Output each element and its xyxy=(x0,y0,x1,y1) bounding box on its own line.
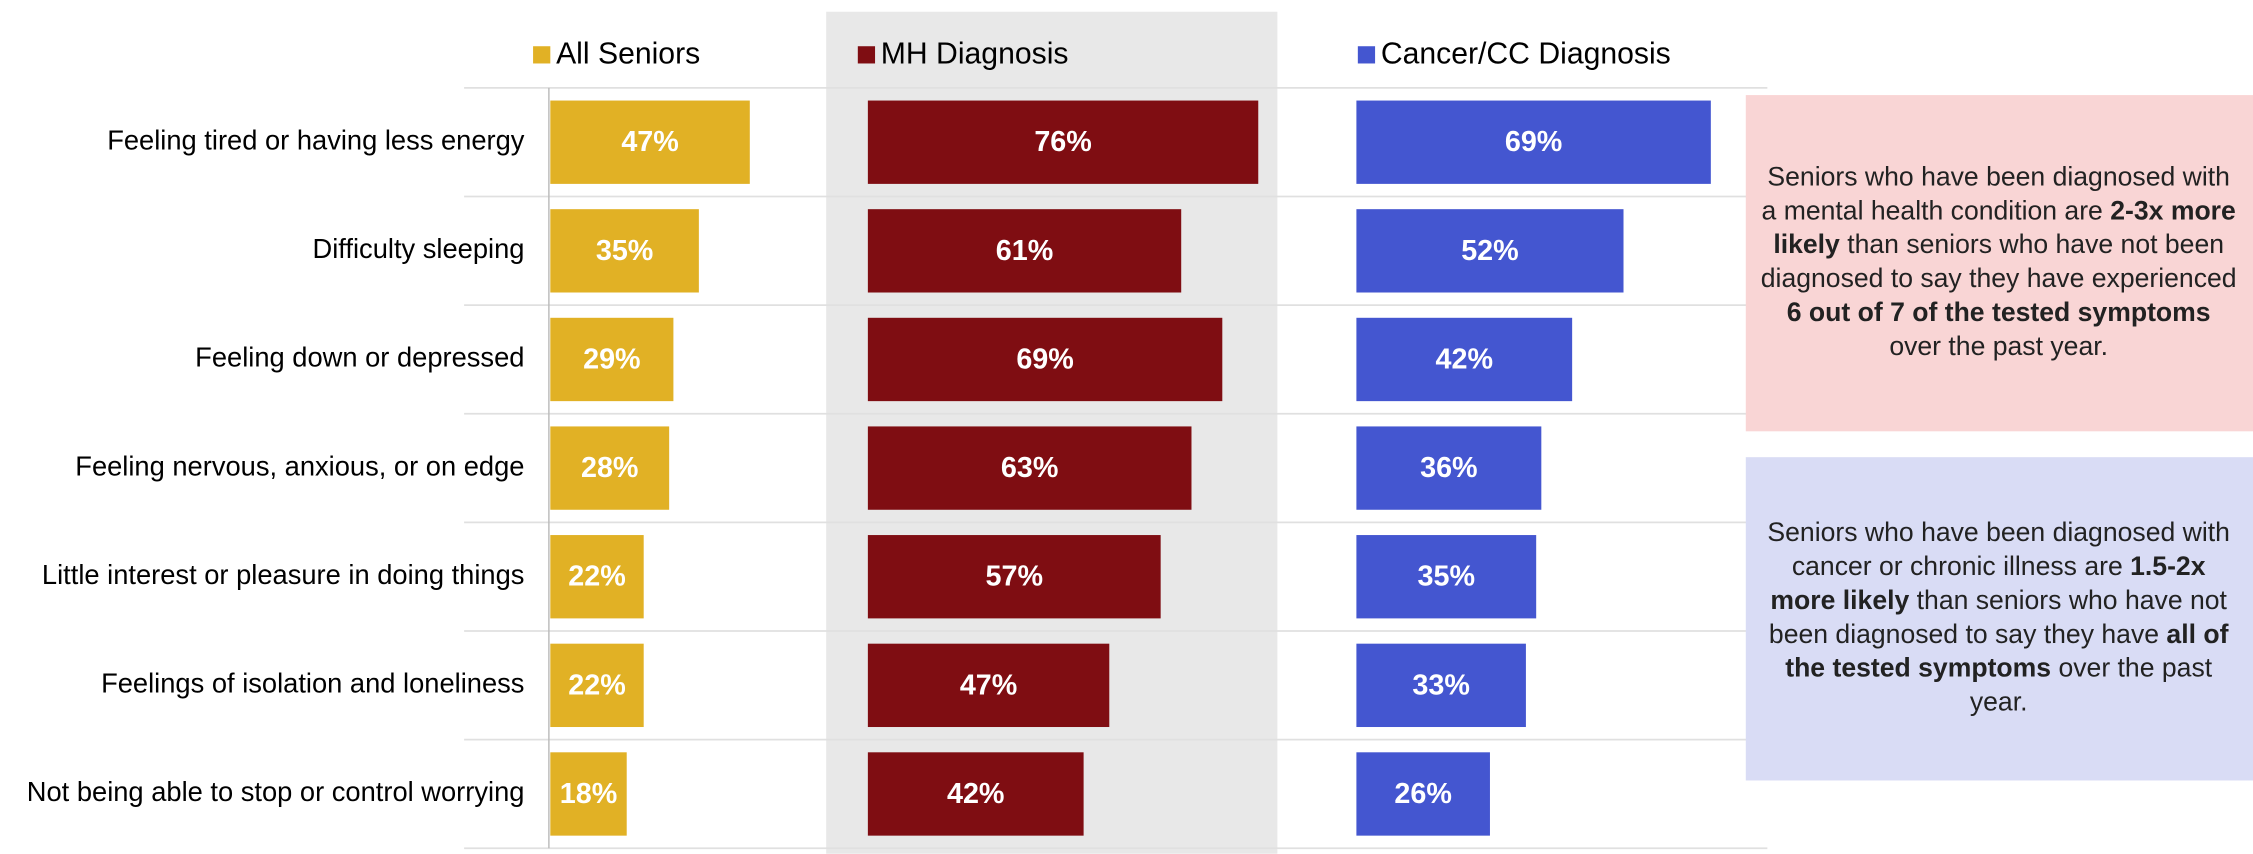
annotation-line: the tested symptoms over the past xyxy=(1785,653,2213,683)
value-label: 22% xyxy=(568,561,625,593)
value-label: 28% xyxy=(581,452,638,484)
legend-swatch xyxy=(857,46,876,64)
value-label: 36% xyxy=(1420,452,1477,484)
annotation-line: been diagnosed to say they have all of xyxy=(1769,619,2229,649)
value-label: 26% xyxy=(1394,778,1451,810)
bar xyxy=(1356,426,1542,510)
annotation-text: Seniors who have been diagnosed with xyxy=(1767,517,2229,547)
annotation-text: over the past year. xyxy=(1889,331,2108,361)
value-label: 63% xyxy=(1001,452,1058,484)
bar xyxy=(550,535,644,619)
annotation-line: 6 out of 7 of the tested symptoms xyxy=(1787,297,2211,327)
value-label: 69% xyxy=(1016,343,1073,375)
bar xyxy=(1356,209,1624,293)
category-label: Not being able to stop or control worryi… xyxy=(27,776,525,807)
annotation-text: diagnosed to say they have experienced xyxy=(1761,263,2237,293)
annotation-text: 2-3x more xyxy=(2110,195,2236,225)
bar xyxy=(867,426,1192,510)
annotation-line: cancer or chronic illness are 1.5-2x xyxy=(1792,551,2206,581)
value-label: 42% xyxy=(947,778,1004,810)
annotation-text: been diagnosed to say they have xyxy=(1769,619,2166,649)
bar xyxy=(867,209,1182,293)
annotation-box xyxy=(1745,457,2253,781)
annotation-line: Seniors who have been diagnosed with xyxy=(1767,161,2229,191)
annotation-text: all of xyxy=(2166,619,2228,649)
annotation-text: a mental health condition are xyxy=(1762,195,2111,225)
category-label: Difficulty sleeping xyxy=(313,233,525,264)
bar xyxy=(867,535,1161,619)
value-label: 47% xyxy=(960,669,1017,701)
value-label: 42% xyxy=(1436,343,1493,375)
value-label: 57% xyxy=(986,561,1043,593)
annotation-text: Seniors who have been diagnosed with xyxy=(1767,161,2229,191)
annotation-text: year. xyxy=(1970,687,2028,717)
legend-swatch xyxy=(1357,46,1376,64)
annotation-text: cancer or chronic illness are xyxy=(1792,551,2130,581)
annotation-text: than seniors who have not been xyxy=(1840,229,2224,259)
bar xyxy=(867,643,1110,728)
bar xyxy=(1356,317,1573,402)
annotation-text: more likely xyxy=(1770,585,1909,615)
bar xyxy=(550,643,644,728)
bar xyxy=(550,752,627,836)
annotation-line: a mental health condition are 2-3x more xyxy=(1762,195,2236,225)
annotation-text: the tested symptoms xyxy=(1785,653,2051,683)
bar xyxy=(550,100,750,184)
category-label: Little interest or pleasure in doing thi… xyxy=(42,559,525,590)
bar xyxy=(550,209,699,293)
annotation-text: likely xyxy=(1773,229,1840,259)
bar xyxy=(550,317,674,402)
bar xyxy=(867,317,1223,402)
value-label: 29% xyxy=(583,343,640,375)
bar xyxy=(1356,643,1526,728)
bar xyxy=(1356,752,1490,836)
value-label: 33% xyxy=(1412,669,1469,701)
category-label: Feelings of isolation and loneliness xyxy=(101,668,524,699)
annotation-text: 6 out of 7 of the tested symptoms xyxy=(1787,297,2211,327)
value-label: 69% xyxy=(1505,126,1562,158)
value-label: 35% xyxy=(1418,561,1475,593)
category-label: Feeling down or depressed xyxy=(195,342,524,373)
bar xyxy=(1356,535,1537,619)
annotation-box xyxy=(1745,95,2253,432)
bar xyxy=(550,426,670,510)
value-label: 61% xyxy=(996,235,1053,267)
bar xyxy=(1356,100,1711,184)
annotation-line: likely than seniors who have not been xyxy=(1773,229,2224,259)
value-label: 18% xyxy=(560,778,617,810)
annotation-line: over the past year. xyxy=(1889,331,2108,361)
value-label: 52% xyxy=(1461,235,1518,267)
value-label: 35% xyxy=(596,235,653,267)
value-label: 76% xyxy=(1034,126,1091,158)
legend-label: MH Diagnosis xyxy=(881,38,1069,71)
annotation-line: diagnosed to say they have experienced xyxy=(1761,263,2237,293)
value-label: 47% xyxy=(621,126,678,158)
legend-label: All Seniors xyxy=(556,38,700,71)
annotation-line: year. xyxy=(1970,687,2028,717)
value-label: 22% xyxy=(568,669,625,701)
bar xyxy=(867,752,1084,836)
bar xyxy=(867,100,1259,184)
annotation-text: than seniors who have not xyxy=(1909,585,2227,615)
category-label: Feeling nervous, anxious, or on edge xyxy=(75,450,524,481)
annotation-text: over the past xyxy=(2051,653,2213,683)
annotation-line: Seniors who have been diagnosed with xyxy=(1767,517,2229,547)
legend-label: Cancer/CC Diagnosis xyxy=(1381,38,1671,71)
annotation-text: 1.5-2x xyxy=(2130,551,2206,581)
category-label: Feeling tired or having less energy xyxy=(107,124,525,155)
legend-swatch xyxy=(533,46,551,64)
annotation-line: more likely than seniors who have not xyxy=(1770,585,2227,615)
